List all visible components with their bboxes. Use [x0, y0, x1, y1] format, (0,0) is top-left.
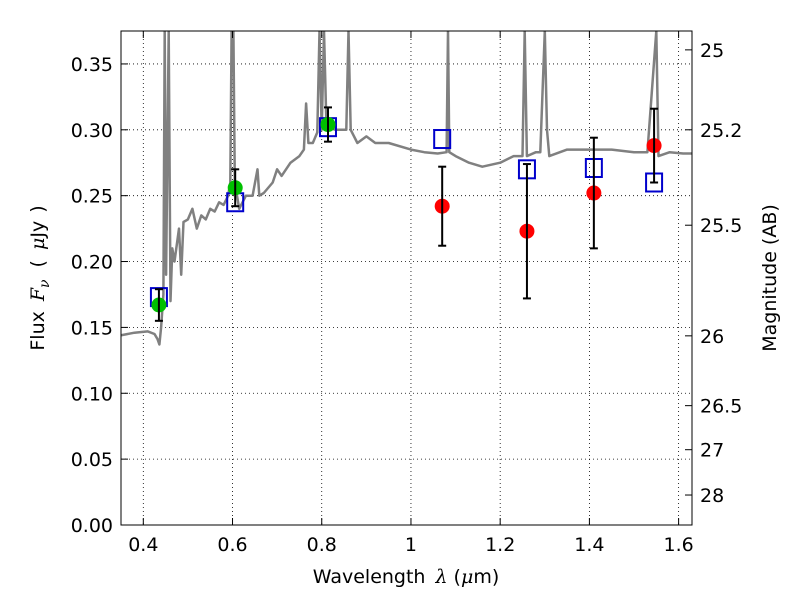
magnitude-tick-label: 25.5	[700, 215, 742, 237]
x-axis-label: Wavelength λ (μm)	[313, 566, 499, 588]
magnitude-tick-label: 25.2	[700, 120, 742, 142]
y-tick-label: 0.35	[71, 54, 113, 76]
y-tick-label: 0.25	[71, 186, 113, 208]
y-tick-label: 0.20	[71, 252, 113, 274]
x-tick-label: 0.6	[217, 534, 247, 556]
magnitude-axis-label: Magnitude (AB)	[759, 204, 781, 352]
magnitude-tick-label: 28	[700, 485, 724, 507]
grid	[121, 31, 692, 525]
y-tick-label: 0.15	[71, 317, 113, 339]
data-markers	[149, 106, 664, 322]
y-tick-label: 0.30	[71, 120, 113, 142]
x-tick-label: 1	[405, 534, 417, 556]
y-tick-label: 0.05	[71, 449, 113, 471]
x-tick-label: 1.4	[574, 534, 604, 556]
model-photometry-square	[433, 129, 452, 150]
x-tick-label: 0.8	[307, 534, 337, 556]
x-axis: 0.4 0.6 0.8 1 1.2 1.4 1.6	[128, 31, 694, 556]
y-axis: 0.00 0.05 0.10 0.15 0.20 0.25 0.30 0.35	[71, 54, 128, 537]
y-axis-label: FluxFν(μJy)	[27, 205, 53, 350]
magnitude-tick-label: 26	[700, 326, 724, 348]
x-tick-label: 1.6	[664, 534, 694, 556]
x-tick-label: 0.4	[128, 534, 158, 556]
y-tick-label: 0.00	[71, 515, 113, 537]
magnitude-tick-label: 25	[700, 40, 724, 62]
x-tick-label: 1.2	[485, 534, 515, 556]
magnitude-tick-label: 26.5	[700, 396, 742, 418]
magnitude-tick-label: 27	[700, 440, 724, 462]
y-tick-label: 0.10	[71, 383, 113, 405]
plot-frame	[120, 30, 693, 526]
magnitude-axis: 25 25.2 25.5 26 26.5 27 28	[685, 40, 742, 507]
model-spectrum-line	[121, 31, 692, 346]
